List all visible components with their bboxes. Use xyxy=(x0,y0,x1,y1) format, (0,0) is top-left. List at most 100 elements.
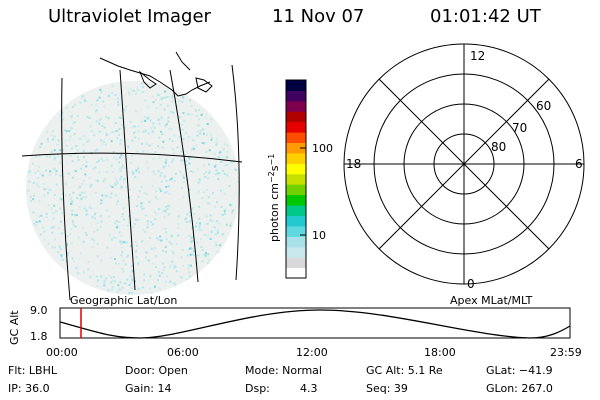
aurora-speckle xyxy=(215,137,218,140)
aurora-speckle xyxy=(197,254,200,257)
aurora-speckle xyxy=(226,144,229,147)
aurora-speckle xyxy=(162,210,165,213)
aurora-speckle xyxy=(140,120,143,123)
uv-disk xyxy=(26,81,240,295)
aurora-speckle xyxy=(160,272,163,274)
aurora-speckle xyxy=(72,122,75,125)
aurora-speckle xyxy=(133,132,136,134)
colorbar-segment xyxy=(286,236,306,248)
aurora-speckle xyxy=(43,230,46,233)
aurora-speckle xyxy=(84,173,87,176)
aurora-speckle xyxy=(177,226,180,229)
aurora-speckle xyxy=(223,143,226,146)
aurora-speckle xyxy=(117,284,120,287)
colorbar-segment xyxy=(286,142,306,154)
aurora-speckle xyxy=(132,172,135,175)
aurora-speckle xyxy=(224,173,226,175)
aurora-speckle xyxy=(206,202,209,205)
status-glat: GLat: −41.9 xyxy=(486,364,553,377)
aurora-speckle xyxy=(66,235,69,238)
aurora-speckle xyxy=(161,133,164,136)
aurora-speckle xyxy=(147,167,149,169)
aurora-speckle xyxy=(135,205,138,207)
aurora-speckle xyxy=(108,233,111,236)
aurora-speckle xyxy=(66,254,69,257)
aurora-speckle xyxy=(191,239,194,242)
mlt-label-12: 12 xyxy=(470,49,485,63)
aurora-speckle xyxy=(212,219,214,222)
aurora-speckle xyxy=(128,188,131,191)
aurora-speckle xyxy=(108,94,111,97)
aurora-speckle xyxy=(62,118,65,121)
aurora-speckle xyxy=(182,265,184,267)
aurora-speckle xyxy=(77,272,80,275)
aurora-speckle xyxy=(38,199,41,202)
aurora-speckle xyxy=(199,222,201,225)
aurora-speckle xyxy=(206,188,208,191)
aurora-speckle xyxy=(116,182,119,185)
x-tick-2359: 23:59 xyxy=(550,346,582,359)
aurora-speckle xyxy=(120,242,123,245)
aurora-speckle xyxy=(61,258,64,261)
aurora-speckle xyxy=(195,144,197,147)
aurora-speckle xyxy=(75,267,78,269)
aurora-speckle xyxy=(125,105,128,108)
aurora-speckle xyxy=(160,98,163,101)
aurora-speckle xyxy=(157,118,160,121)
aurora-speckle xyxy=(74,214,76,217)
aurora-speckle xyxy=(195,222,198,225)
aurora-speckle xyxy=(137,167,140,170)
aurora-speckle xyxy=(183,119,186,122)
aurora-speckle xyxy=(157,270,160,273)
aurora-speckle xyxy=(187,135,190,138)
aurora-speckle xyxy=(217,178,219,180)
aurora-speckle xyxy=(155,213,158,216)
aurora-speckle xyxy=(148,236,151,239)
aurora-speckle xyxy=(115,262,118,265)
aurora-speckle xyxy=(104,143,107,146)
colorbar-segment xyxy=(286,194,306,206)
aurora-speckle xyxy=(137,166,140,169)
aurora-speckle xyxy=(95,179,98,182)
aurora-speckle xyxy=(229,222,232,224)
aurora-speckle xyxy=(203,164,206,167)
aurora-speckle xyxy=(131,291,134,294)
aurora-speckle xyxy=(131,170,134,173)
aurora-speckle xyxy=(109,257,112,260)
aurora-speckle xyxy=(121,213,124,216)
aurora-speckle xyxy=(100,158,103,160)
aurora-speckle xyxy=(164,227,166,230)
aurora-speckle xyxy=(37,185,40,188)
aurora-speckle xyxy=(87,261,90,264)
aurora-speckle xyxy=(172,158,175,161)
aurora-speckle xyxy=(94,149,97,152)
aurora-speckle xyxy=(53,158,56,161)
aurora-speckle xyxy=(143,273,146,276)
aurora-speckle xyxy=(178,128,181,131)
aurora-speckle xyxy=(88,139,90,142)
aurora-speckle xyxy=(91,238,93,241)
aurora-speckle xyxy=(138,190,141,193)
aurora-speckle xyxy=(37,177,40,180)
aurora-speckle xyxy=(226,164,229,167)
aurora-speckle xyxy=(100,220,103,223)
aurora-speckle xyxy=(198,178,201,181)
aurora-speckle xyxy=(104,194,107,197)
aurora-speckle xyxy=(105,170,108,173)
aurora-speckle xyxy=(111,170,114,173)
aurora-speckle xyxy=(84,100,87,102)
aurora-speckle xyxy=(207,259,210,261)
aurora-speckle xyxy=(131,280,134,283)
aurora-speckle xyxy=(186,254,189,257)
aurora-speckle xyxy=(100,91,103,94)
aurora-speckle xyxy=(32,211,35,214)
aurora-speckle xyxy=(206,253,209,256)
aurora-speckle xyxy=(198,190,200,193)
aurora-speckle xyxy=(191,248,194,251)
aurora-speckle xyxy=(188,234,191,237)
aurora-speckle xyxy=(180,159,183,162)
aurora-speckle xyxy=(142,130,145,133)
aurora-speckle xyxy=(118,262,121,265)
aurora-speckle xyxy=(175,270,178,273)
aurora-speckle xyxy=(56,153,59,156)
